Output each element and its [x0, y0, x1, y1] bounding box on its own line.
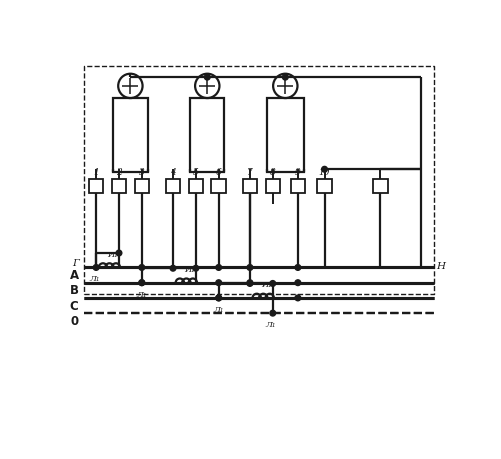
Text: Л₁: Л₁ — [266, 320, 276, 328]
Bar — [112, 179, 126, 194]
Text: C: C — [70, 299, 79, 312]
Bar — [190, 99, 224, 173]
Circle shape — [295, 280, 301, 286]
Text: 9: 9 — [295, 168, 301, 177]
Text: 8: 8 — [270, 168, 276, 177]
Text: 7: 7 — [247, 168, 253, 177]
Circle shape — [295, 265, 301, 271]
Circle shape — [216, 280, 221, 286]
Circle shape — [139, 265, 145, 271]
Bar — [242, 179, 257, 194]
Text: Г: Г — [72, 258, 79, 268]
Bar — [266, 179, 280, 194]
Bar — [166, 179, 180, 194]
Text: И₁: И₁ — [107, 251, 118, 258]
Text: 4: 4 — [170, 168, 176, 177]
Circle shape — [170, 266, 176, 271]
Bar — [188, 179, 203, 194]
Bar — [373, 179, 388, 194]
Bar — [89, 179, 103, 194]
Circle shape — [193, 266, 199, 271]
Text: И₁: И₁ — [261, 281, 272, 289]
Bar — [267, 99, 304, 173]
Circle shape — [270, 281, 276, 287]
Circle shape — [216, 296, 221, 301]
Circle shape — [116, 251, 122, 256]
Text: 3: 3 — [139, 168, 145, 177]
Circle shape — [216, 265, 221, 271]
Text: 6: 6 — [216, 168, 221, 177]
Circle shape — [247, 281, 253, 287]
Circle shape — [283, 75, 288, 81]
Text: И₁: И₁ — [184, 266, 195, 274]
Circle shape — [295, 296, 301, 301]
Text: Л₁: Л₁ — [137, 290, 147, 298]
Circle shape — [322, 167, 327, 173]
Text: 0: 0 — [71, 314, 79, 327]
Circle shape — [247, 265, 253, 271]
Bar — [211, 179, 226, 194]
Text: Л₁: Л₁ — [213, 305, 224, 313]
Bar — [113, 99, 147, 173]
Text: H: H — [436, 262, 445, 270]
Bar — [291, 179, 305, 194]
Circle shape — [247, 280, 253, 286]
Circle shape — [139, 280, 145, 286]
Text: 1: 1 — [93, 168, 99, 177]
Bar — [317, 179, 332, 194]
Circle shape — [204, 75, 210, 81]
Circle shape — [93, 265, 99, 271]
Bar — [135, 179, 149, 194]
Text: Л₁: Л₁ — [89, 275, 99, 283]
Text: 5: 5 — [193, 168, 199, 177]
Circle shape — [270, 311, 276, 316]
Text: A: A — [70, 269, 79, 282]
Text: 10: 10 — [319, 168, 330, 177]
Text: 2: 2 — [116, 168, 122, 177]
Text: B: B — [70, 284, 79, 297]
Circle shape — [139, 280, 145, 286]
Circle shape — [216, 296, 221, 301]
